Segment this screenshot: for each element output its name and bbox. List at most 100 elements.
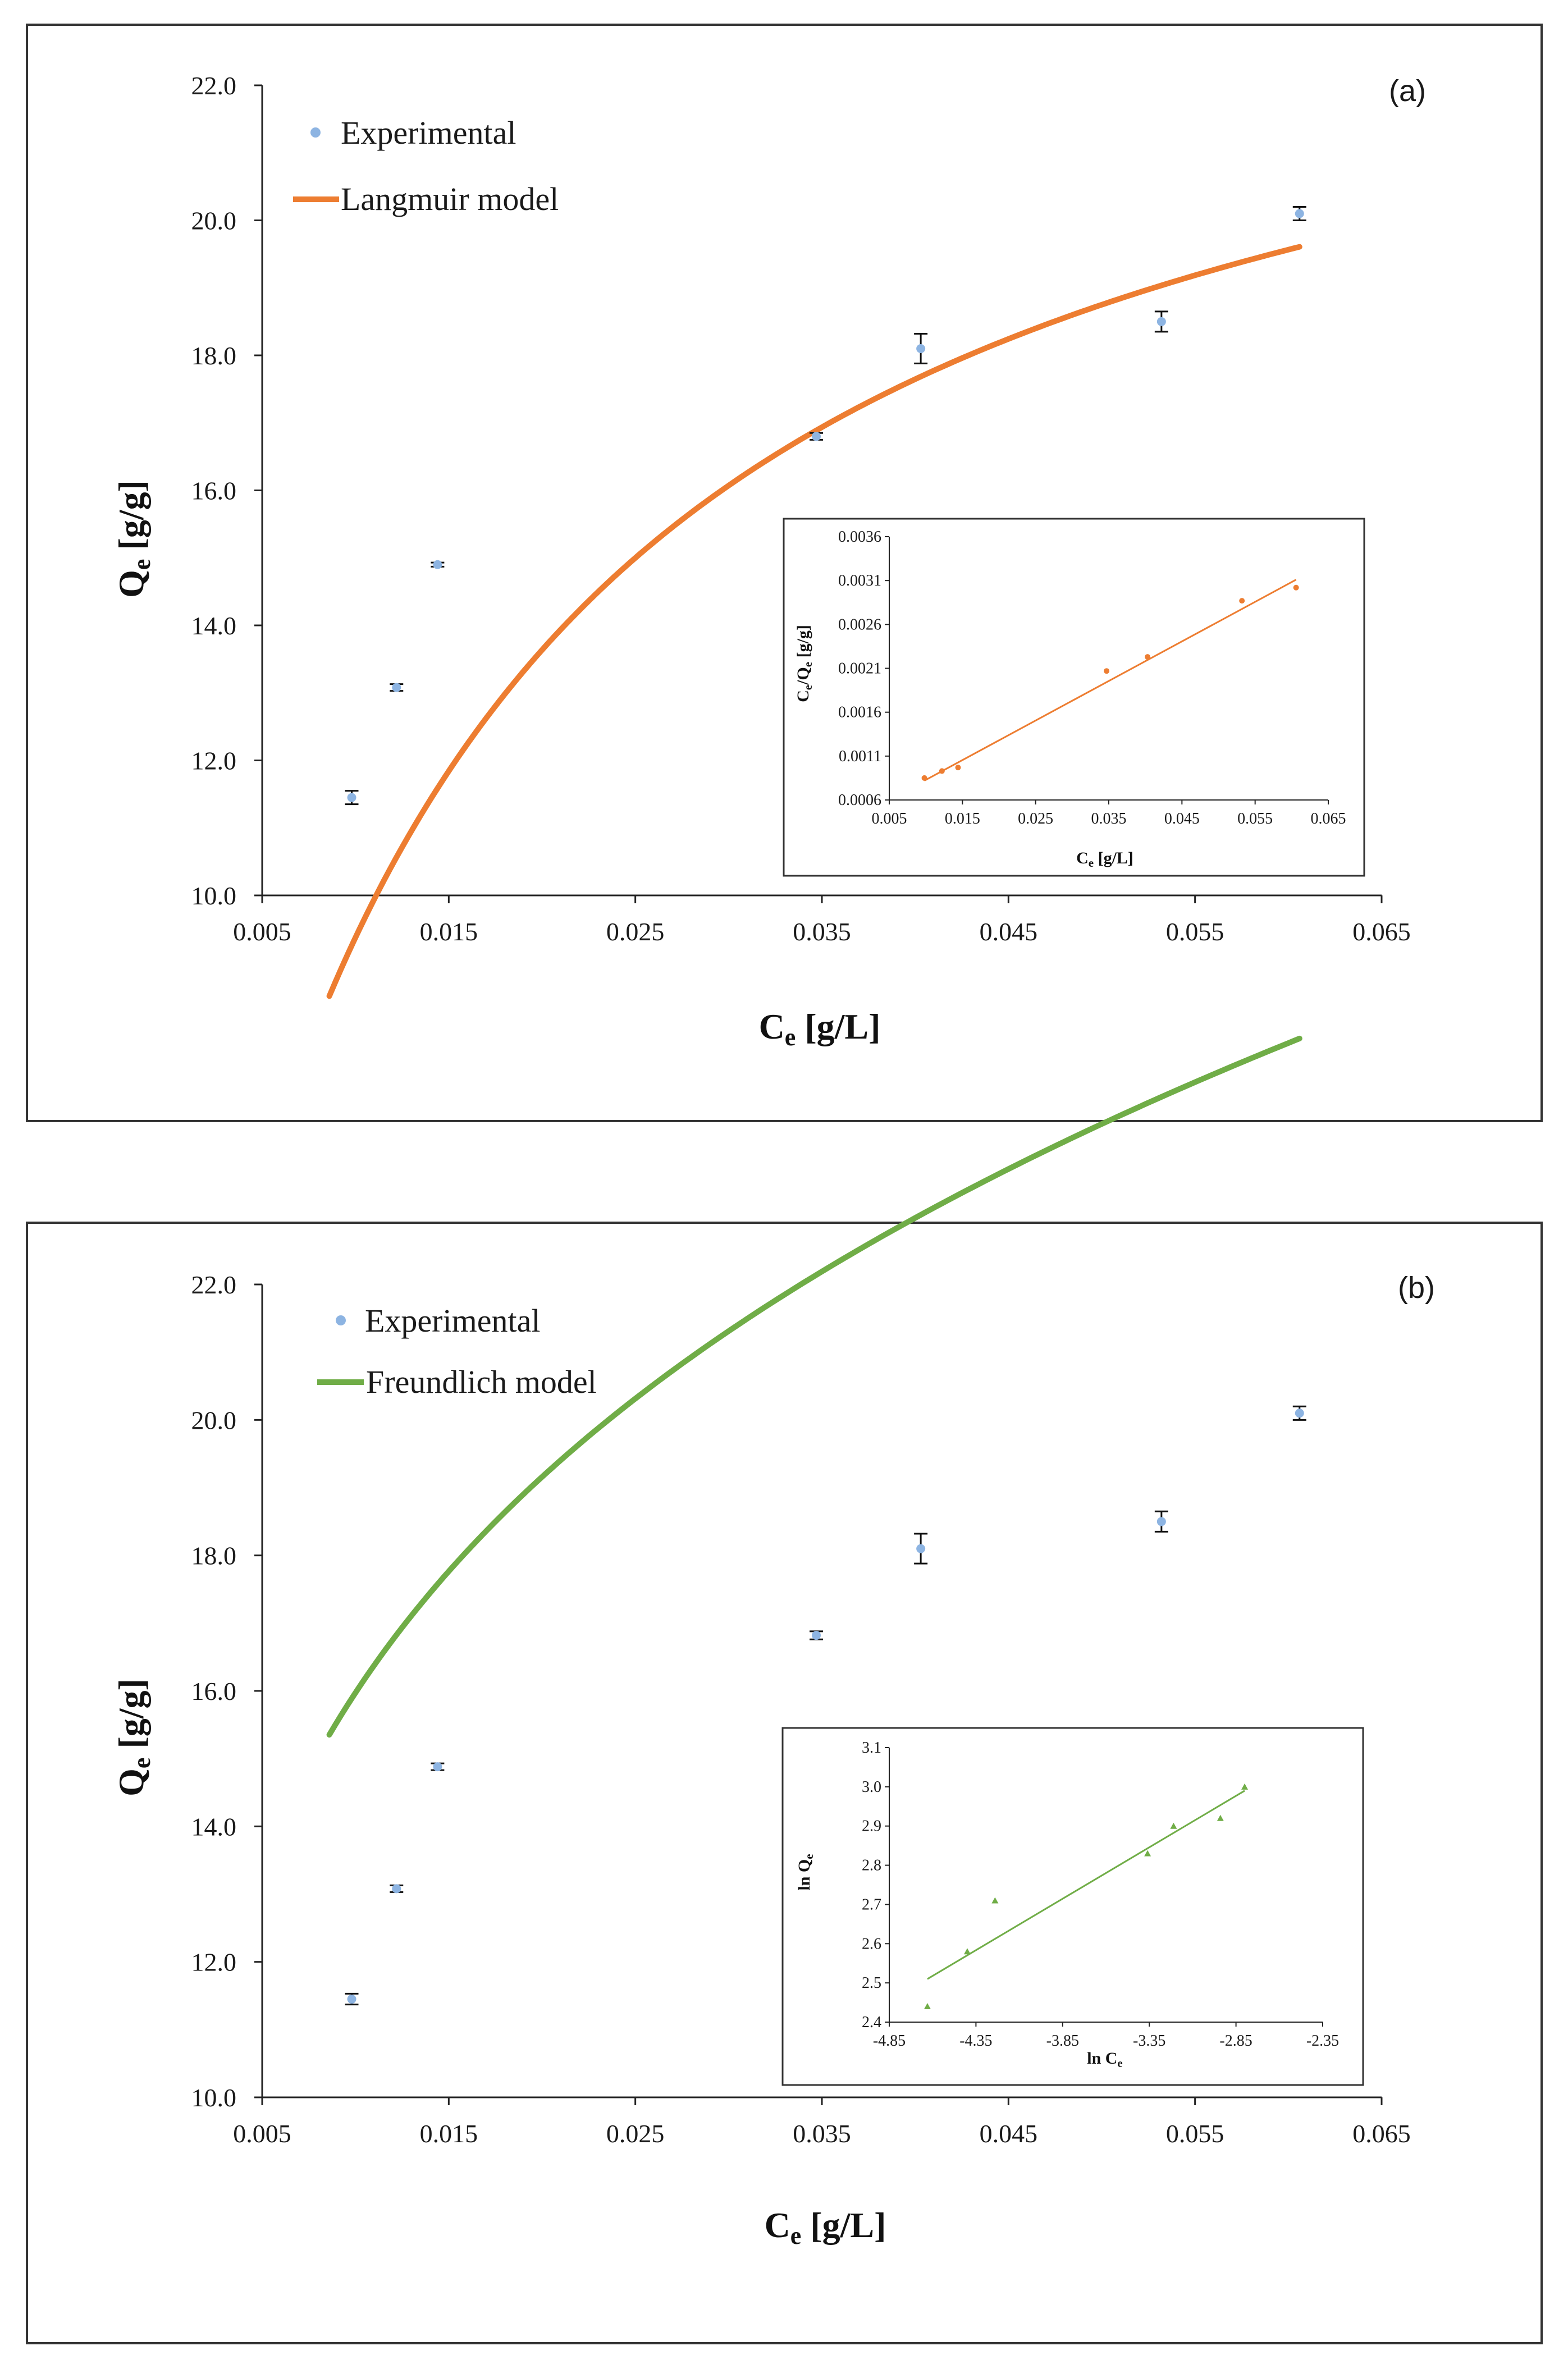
x-tick-label: 0.045 xyxy=(980,2119,1038,2148)
inset-point xyxy=(1241,1783,1249,1790)
y-tick-label: 16.0 xyxy=(191,1677,237,1705)
inset-y-tick-label: 0.0036 xyxy=(838,528,881,546)
experimental-point xyxy=(812,1631,821,1640)
y-axis-title: Qe [g/g] xyxy=(111,480,156,598)
inset-point xyxy=(1170,1822,1177,1829)
y-tick-label: 12.0 xyxy=(191,1948,237,1977)
panel-b-label: (b) xyxy=(1398,1271,1435,1305)
inset-point xyxy=(1145,654,1151,660)
experimental-point xyxy=(1295,1409,1304,1418)
y-tick-label: 18.0 xyxy=(191,341,237,370)
experimental-point xyxy=(1156,1517,1166,1526)
y-tick-label: 10.0 xyxy=(191,2083,237,2112)
experimental-point xyxy=(1156,317,1166,326)
x-tick-label: 0.035 xyxy=(793,917,851,946)
inset-point xyxy=(1239,598,1245,604)
inset-fit-line xyxy=(924,579,1297,781)
x-tick-label: 0.005 xyxy=(233,2119,291,2148)
legend-model-label: Freundlich model xyxy=(366,1364,597,1400)
inset-y-tick-label: 0.0021 xyxy=(838,660,881,678)
inset-x-tick-label: -4.85 xyxy=(873,2032,906,2050)
inset-x-tick-label: 0.005 xyxy=(872,810,907,827)
experimental-point xyxy=(392,683,401,692)
x-tick-label: 0.025 xyxy=(606,917,665,946)
y-axis-title: Qe [g/g] xyxy=(111,1679,156,1796)
legend: Experimental Langmuir model xyxy=(293,115,559,217)
inset-x-tick-label: 0.065 xyxy=(1311,810,1346,827)
langmuir-model-curve xyxy=(326,244,1302,999)
inset-x-tick-label: 0.045 xyxy=(1164,810,1200,827)
legend-experimental-label: Experimental xyxy=(365,1302,540,1339)
experimental-series xyxy=(345,1405,1306,2006)
inset-x-tick-label: 0.015 xyxy=(945,810,980,827)
y-tick-label: 22.0 xyxy=(191,71,237,100)
experimental-point xyxy=(392,1884,401,1894)
inset-chart: 2.4 2.5 2.6 2.7 2.8 2.9 3.0 3.1 -4.85 -4.35 -3.85… xyxy=(781,1727,1364,2086)
inset-x-tick-label: 0.025 xyxy=(1018,810,1053,827)
inset-x-tick-label: 0.035 xyxy=(1091,810,1127,827)
y-tick-label: 14.0 xyxy=(191,1812,237,1841)
inset-fit-line xyxy=(927,1790,1245,1980)
legend: Experimental Freundlich model xyxy=(317,1302,597,1400)
inset-y-tick-label: 3.1 xyxy=(862,1739,881,1757)
inset-x-tick-labels: -4.85 -4.35 -3.85 -3.35 -2.85 -2.35 xyxy=(873,2032,1339,2050)
experimental-series xyxy=(345,205,1306,806)
x-tick-label: 0.005 xyxy=(233,917,291,946)
inset-y-tick-label: 2.5 xyxy=(862,1974,881,1992)
inset-x-tick-label: -3.35 xyxy=(1133,2032,1165,2050)
inset-chart: 0.0006 0.0011 0.0016 0.0021 0.0026 0.0031 0.00… xyxy=(783,518,1365,877)
inset-y-tick-label: 2.6 xyxy=(862,1935,881,1953)
y-tick-labels: 10.0 12.0 14.0 16.0 18.0 20.0 22.0 xyxy=(191,71,237,910)
x-tick-label: 0.025 xyxy=(606,2119,665,2148)
inset-y-tick-label: 0.0006 xyxy=(838,792,881,809)
x-axis-title: Ce [g/L] xyxy=(765,2205,886,2249)
inset-x-tick-labels: 0.005 0.015 0.025 0.035 0.045 0.055 0.065 xyxy=(872,810,1346,827)
inset-point xyxy=(939,768,945,774)
experimental-point xyxy=(1295,209,1304,218)
inset-y-tick-label: 0.0031 xyxy=(838,572,881,589)
inset-x-tick-label: -4.35 xyxy=(959,2032,992,2050)
inset-point xyxy=(1217,1814,1224,1821)
inset-points xyxy=(921,584,1299,781)
main-axes xyxy=(254,1283,1383,2105)
y-tick-label: 12.0 xyxy=(191,747,237,775)
experimental-point xyxy=(433,1762,442,1772)
x-tick-label: 0.055 xyxy=(1166,2119,1224,2148)
inset-axes xyxy=(885,1747,1323,2027)
y-tick-label: 14.0 xyxy=(191,611,237,640)
inset-y-tick-label: 0.0016 xyxy=(838,704,881,721)
experimental-point xyxy=(916,1544,926,1553)
inset-y-tick-labels: 0.0006 0.0011 0.0016 0.0021 0.0026 0.0031 0.00… xyxy=(838,528,881,809)
x-tick-labels: 0.005 0.015 0.025 0.035 0.045 0.055 0.065 xyxy=(233,917,1411,946)
inset-y-tick-label: 2.4 xyxy=(862,2014,881,2031)
experimental-point xyxy=(812,432,821,441)
x-tick-label: 0.015 xyxy=(420,2119,478,2148)
experimental-point xyxy=(916,344,926,353)
inset-points xyxy=(924,1783,1249,2010)
inset-x-tick-label: 0.055 xyxy=(1237,810,1273,827)
legend-model-label: Langmuir model xyxy=(341,181,559,217)
inset-point xyxy=(921,775,927,781)
main-axes xyxy=(254,84,1383,903)
freundlich-model-curve xyxy=(326,1035,1302,1738)
inset-point xyxy=(991,1897,999,1904)
y-tick-label: 16.0 xyxy=(191,477,237,505)
experimental-point xyxy=(433,560,442,569)
experimental-point xyxy=(347,793,356,802)
y-tick-label: 18.0 xyxy=(191,1542,237,1570)
inset-y-tick-label: 3.0 xyxy=(862,1778,881,1796)
x-tick-label: 0.055 xyxy=(1166,917,1224,946)
x-tick-label: 0.045 xyxy=(980,917,1038,946)
inset-point xyxy=(955,765,961,771)
inset-point xyxy=(1144,1850,1151,1857)
inset-x-axis-title: ln Ce xyxy=(1087,2049,1123,2070)
x-axis-title: Ce [g/L] xyxy=(759,1007,881,1051)
inset-x-tick-label: -2.35 xyxy=(1306,2032,1339,2050)
inset-y-axis-title: Ce/Qe [g/g] xyxy=(794,625,815,702)
inset-y-tick-label: 2.7 xyxy=(862,1896,881,1913)
y-tick-label: 20.0 xyxy=(191,1406,237,1434)
legend-experimental-marker xyxy=(336,1315,346,1325)
y-tick-label: 20.0 xyxy=(191,207,237,235)
inset-y-tick-label: 2.9 xyxy=(862,1818,881,1835)
